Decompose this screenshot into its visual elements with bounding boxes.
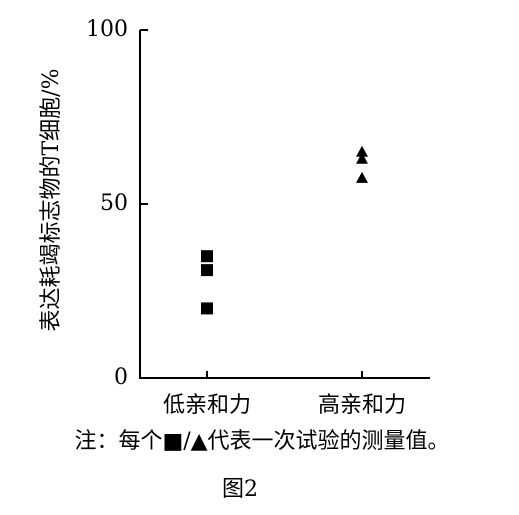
point xyxy=(356,171,368,183)
note: 注：每个■/▲代表一次试验的测量值。 xyxy=(74,429,449,454)
y-axis-label: 表达耗竭标志物的T细胞/% xyxy=(39,69,64,332)
x-tick-label: 高亲和力 xyxy=(318,393,406,418)
point xyxy=(356,152,368,164)
y-tick-label: 100 xyxy=(86,17,128,42)
point xyxy=(201,302,213,315)
caption: 图2 xyxy=(222,477,258,502)
point xyxy=(201,250,213,263)
point xyxy=(356,145,368,157)
y-tick-label: 50 xyxy=(100,191,128,216)
x-tick-label: 低亲和力 xyxy=(163,393,251,418)
y-tick-label: 0 xyxy=(114,365,128,390)
point xyxy=(201,264,213,277)
